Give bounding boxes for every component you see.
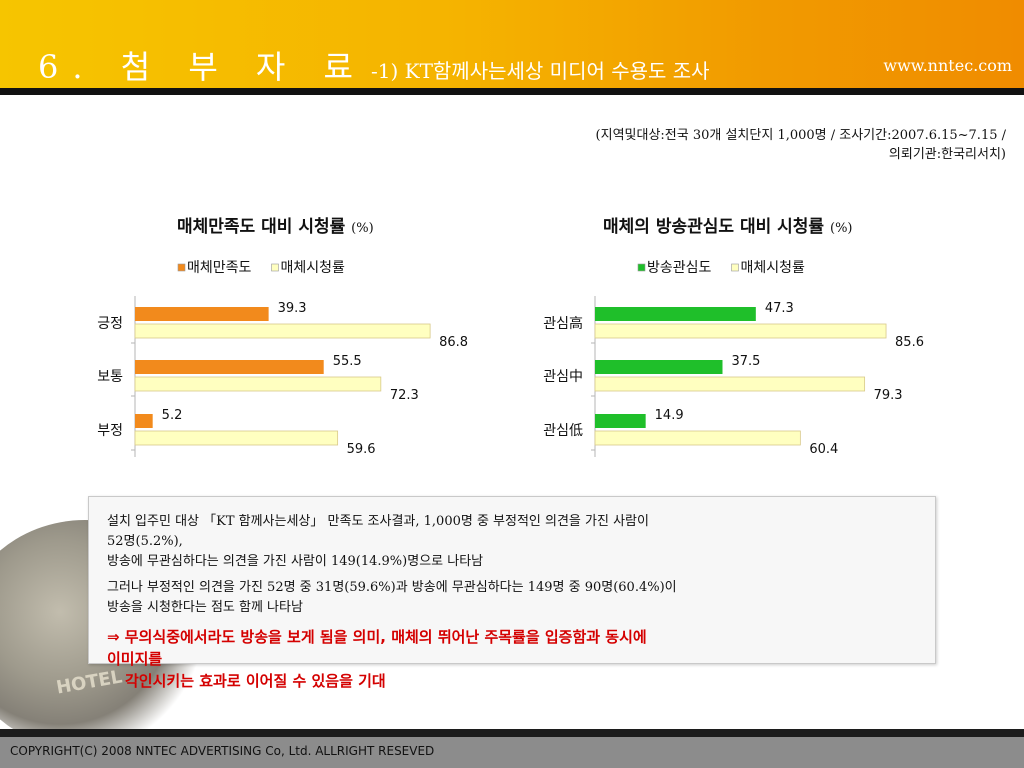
bar-방송관심도 — [595, 307, 756, 321]
copyright-text: COPYRIGHT(C) 2008 NNTEC ADVERTISING Co, … — [10, 744, 435, 758]
legend-label: 매체시청률 — [281, 260, 346, 276]
data-label: 86.8 — [439, 335, 468, 350]
bar-방송관심도 — [595, 414, 646, 428]
category-label: 보통 — [97, 369, 123, 385]
conclusion-line: 이미지를 — [107, 650, 163, 668]
page-title: 6. 첨 부 자 료 -1) KT함께사는세상 미디어 수용도 조사 — [38, 42, 710, 88]
footer-bar: COPYRIGHT(C) 2008 NNTEC ADVERTISING Co, … — [0, 737, 1024, 768]
bar-매체시청률 — [594, 323, 887, 339]
bar-매체만족도 — [135, 360, 324, 374]
site-url[interactable]: www.nntec.com — [883, 56, 1012, 75]
legend-swatch — [637, 263, 646, 272]
data-label: 85.6 — [895, 335, 924, 350]
header-bar — [0, 0, 1024, 88]
chart2-title-text: 매체의 방송관심도 대비 시청률 — [603, 217, 825, 237]
category-label: 관심高 — [543, 315, 583, 332]
data-label: 5.2 — [162, 408, 183, 423]
data-label: 14.9 — [655, 408, 684, 423]
legend-swatch — [177, 263, 186, 272]
summary-line: 그러나 부정적인 의견을 가진 52명 중 31명(59.6%)과 방송에 무관… — [107, 580, 677, 595]
survey-meta-line1: (지역및대상:전국 30개 설치단지 1,000명 / 조사기간:2007.6.… — [595, 128, 1006, 143]
category-label: 부정 — [97, 423, 123, 439]
summary-line: 설치 입주민 대상 「KT 함께사는세상」 만족도 조사결과, 1,000명 중… — [107, 514, 649, 529]
data-label: 60.4 — [809, 442, 838, 457]
legend-swatch — [271, 263, 279, 272]
summary-line: 52명(5.2%), — [107, 534, 183, 549]
summary-paragraph-1: 설치 입주민 대상 「KT 함께사는세상」 만족도 조사결과, 1,000명 중… — [107, 512, 887, 572]
page-title-main: 6. 첨 부 자 료 — [38, 48, 367, 86]
bar-매체시청률 — [594, 376, 866, 392]
bar-매체시청률 — [134, 323, 431, 339]
bar-방송관심도 — [595, 360, 723, 374]
summary-conclusion: ⇒ 무의식중에서라도 방송을 보게 됨을 의미, 매체의 뛰어난 주목률을 입증… — [107, 626, 887, 692]
data-label: 55.5 — [333, 354, 362, 369]
summary-line: 방송을 시청한다는 점도 함께 나타남 — [107, 600, 303, 615]
bar-매체만족도 — [135, 307, 269, 321]
chart1-title-text: 매체만족도 대비 시청률 — [177, 217, 346, 237]
bar-매체만족도 — [135, 414, 153, 428]
category-label: 관심低 — [543, 423, 583, 439]
data-label: 47.3 — [765, 301, 794, 316]
header-divider — [0, 88, 1024, 95]
page-title-sub: -1) KT함께사는세상 미디어 수용도 조사 — [370, 59, 710, 83]
legend-label: 매체시청률 — [741, 260, 806, 276]
conclusion-line: 각인시키는 효과로 이어질 수 있음을 기대 — [125, 672, 386, 690]
data-label: 39.3 — [278, 301, 307, 316]
legend-label: 매체만족도 — [187, 260, 252, 276]
category-label: 관심中 — [543, 369, 583, 385]
legend-swatch — [731, 263, 739, 272]
conclusion-line: ⇒ 무의식중에서라도 방송을 보게 됨을 의미, 매체의 뛰어난 주목률을 입증… — [107, 628, 647, 646]
bar-매체시청률 — [134, 376, 382, 392]
survey-meta: (지역및대상:전국 30개 설치단지 1,000명 / 조사기간:2007.6.… — [486, 126, 1006, 164]
data-label: 37.5 — [732, 354, 761, 369]
data-label: 72.3 — [390, 388, 419, 403]
chart2-unit: (%) — [830, 221, 853, 236]
bar-매체시청률 — [594, 430, 801, 446]
chart1-title: 매체만족도 대비 시청률 (%) — [177, 212, 374, 237]
footer-divider — [0, 729, 1024, 737]
data-label: 59.6 — [347, 442, 376, 457]
data-label: 79.3 — [874, 388, 903, 403]
bar-매체시청률 — [134, 430, 339, 446]
chart1-unit: (%) — [351, 221, 374, 236]
chart2-title: 매체의 방송관심도 대비 시청률 (%) — [603, 212, 853, 237]
summary-box — [88, 496, 936, 664]
summary-line: 방송에 무관심하다는 의견을 가진 사람이 149(14.9%)명으로 나타남 — [107, 554, 484, 569]
summary-paragraph-2: 그러나 부정적인 의견을 가진 52명 중 31명(59.6%)과 방송에 무관… — [107, 578, 887, 618]
survey-meta-line2: 의뢰기관:한국리서치) — [888, 147, 1006, 162]
legend-label: 방송관심도 — [647, 260, 712, 276]
category-label: 긍정 — [97, 316, 123, 332]
